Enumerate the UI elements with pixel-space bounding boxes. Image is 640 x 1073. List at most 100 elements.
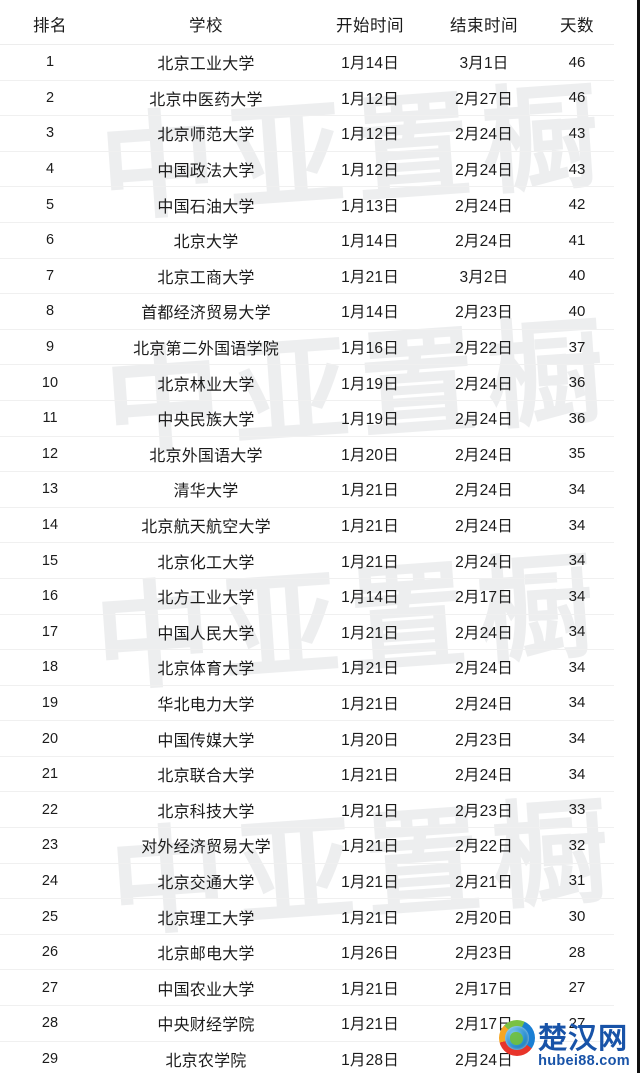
- cell-rank: 29: [41, 1050, 59, 1067]
- table-row: 18 北京体育大学 1月21日 2月24日 34: [0, 649, 614, 686]
- cell-school: 北京科技大学: [100, 791, 312, 829]
- column-header-end: 结束时间: [428, 4, 540, 45]
- cell-rank: 7: [0, 258, 100, 295]
- cell-rank: 27: [0, 969, 100, 1007]
- cell-start: 1月19日: [312, 364, 428, 401]
- column-header-days: 天数: [540, 4, 614, 45]
- cell-school: 中央财经学院: [100, 1005, 312, 1042]
- cell-start: 1月20日: [312, 720, 428, 757]
- cell-end: 2月17日: [428, 969, 540, 1007]
- cell-rank: 6: [0, 222, 100, 259]
- table-row: 5 中国石油大学 1月13日 2月24日 42: [0, 186, 614, 223]
- cell-rank: 12: [0, 436, 100, 473]
- cell-end: 2月24日: [428, 542, 540, 579]
- cell-school: 北京外国语大学: [100, 436, 312, 473]
- cell-school: 清华大学: [100, 471, 312, 508]
- cell-end: 2月20日: [428, 898, 540, 935]
- cell-rank: 16: [0, 578, 100, 615]
- cell-end: 2月21日: [428, 863, 540, 900]
- cell-rank: 3: [0, 115, 100, 152]
- cell-end: 2月17日: [428, 578, 540, 615]
- cell-end: 2月24日: [428, 507, 540, 544]
- table-row: 1 北京工业大学 1月14日 3月1日 46: [0, 44, 614, 81]
- cell-days: 40: [540, 293, 614, 330]
- table-row: 25 北京理工大学 1月21日 2月20日 30: [0, 898, 614, 935]
- cell-days: 42: [540, 186, 614, 223]
- cell-start: 1月12日: [312, 115, 428, 152]
- table-body: 1 北京工业大学 1月14日 3月1日 46 2 北京中医药大学 1月12日 2月27日 46 3 北…: [0, 44, 614, 1073]
- cell-start: 1月21日: [312, 1005, 428, 1042]
- cell-school: 对外经济贸易大学: [100, 827, 312, 864]
- cell-start: 1月21日: [312, 471, 428, 508]
- cell-days: 34: [540, 542, 614, 579]
- cell-start: 1月14日: [312, 293, 428, 330]
- cell-end: 3月1日: [428, 44, 540, 81]
- cell-end: 2月24日: [428, 151, 540, 188]
- cell-rank: 20: [0, 720, 100, 757]
- cell-rank: 15: [0, 542, 100, 579]
- cell-end: 3月2日: [428, 258, 540, 295]
- cell-rank: 21: [0, 756, 100, 793]
- cell-start: 1月21日: [312, 258, 428, 295]
- cell-school: 中央民族大学: [100, 400, 312, 437]
- cell-days: 46: [540, 44, 614, 81]
- cell-days: 34: [540, 471, 614, 508]
- column-header-start: 开始时间: [312, 4, 428, 45]
- cell-start: 1月21日: [312, 685, 428, 722]
- table-row: 8 首都经济贸易大学 1月14日 2月23日 40: [0, 293, 614, 330]
- table-row: 2 北京中医药大学 1月12日 2月27日 46: [0, 80, 614, 117]
- cell-end: 2月24日: [428, 685, 540, 722]
- cell-end: 2月23日: [428, 720, 540, 757]
- cell-school: 北京联合大学: [100, 756, 312, 793]
- cell-school: 北京中医药大学: [100, 80, 312, 117]
- cell-days: 34: [540, 685, 614, 722]
- ranking-table: 排名 学校 开始时间 结束时间 天数 1 北京工业大学 1月14日 3月1日 46 2 北京…: [0, 4, 614, 1073]
- cell-days: 41: [540, 222, 614, 259]
- cell-start: 1月14日: [312, 578, 428, 615]
- cell-days: 34: [540, 507, 614, 544]
- cell-school: 北京邮电大学: [100, 934, 312, 971]
- cell-start: 1月21日: [312, 756, 428, 793]
- cell-rank: 25: [0, 898, 100, 935]
- table-row: 19 华北电力大学 1月21日 2月24日 34: [0, 685, 614, 722]
- cell-school: 北京第二外国语学院: [100, 329, 312, 366]
- table-row: 10 北京林业大学 1月19日 2月24日 36: [0, 364, 614, 401]
- cell-start: 1月12日: [312, 151, 428, 188]
- cell-days: 43: [540, 151, 614, 188]
- cell-school: 中国人民大学: [100, 614, 312, 651]
- cell-end: 2月23日: [428, 293, 540, 330]
- cell-rank: 26: [0, 934, 100, 971]
- cell-school: 北京工商大学: [100, 258, 312, 295]
- cell-end: 2月24日: [428, 400, 540, 437]
- cell-school: 中国政法大学: [100, 151, 312, 188]
- table-row: 9 北京第二外国语学院 1月16日 2月22日 37: [0, 329, 614, 366]
- cell-school: 北京大学: [100, 222, 312, 259]
- cell-start: 1月20日: [312, 436, 428, 473]
- cell-rank: 4: [0, 151, 100, 188]
- cell-rank: 5: [0, 186, 100, 223]
- cell-start: 1月21日: [312, 649, 428, 686]
- cell-start: 1月14日: [312, 44, 428, 81]
- cell-end: 2月23日: [428, 934, 540, 971]
- cell-days: 36: [540, 364, 614, 401]
- cell-days: 34: [540, 720, 614, 757]
- cell-start: 1月13日: [312, 186, 428, 223]
- table-row: 12 北京外国语大学 1月20日 2月24日 35: [0, 436, 614, 473]
- cell-school: 北京林业大学: [100, 364, 312, 401]
- cell-end: 2月24日: [428, 614, 540, 651]
- cell-rank: 11: [0, 400, 100, 437]
- cell-school: 中国传媒大学: [100, 720, 312, 757]
- cell-end: 2月27日: [428, 80, 540, 117]
- cell-rank: 2: [0, 80, 100, 117]
- cell-school: 北京理工大学: [100, 898, 312, 935]
- cell-days: 27: [540, 1005, 614, 1042]
- cell-end: 2月24日: [428, 364, 540, 401]
- cell-rank: 14: [0, 507, 100, 544]
- cell-school: 北京化工大学: [100, 542, 312, 579]
- cell-rank: 13: [0, 471, 100, 508]
- table-row: 3 北京师范大学 1月12日 2月24日 43: [0, 115, 614, 152]
- cell-days: 36: [540, 400, 614, 437]
- cell-days: 43: [540, 115, 614, 152]
